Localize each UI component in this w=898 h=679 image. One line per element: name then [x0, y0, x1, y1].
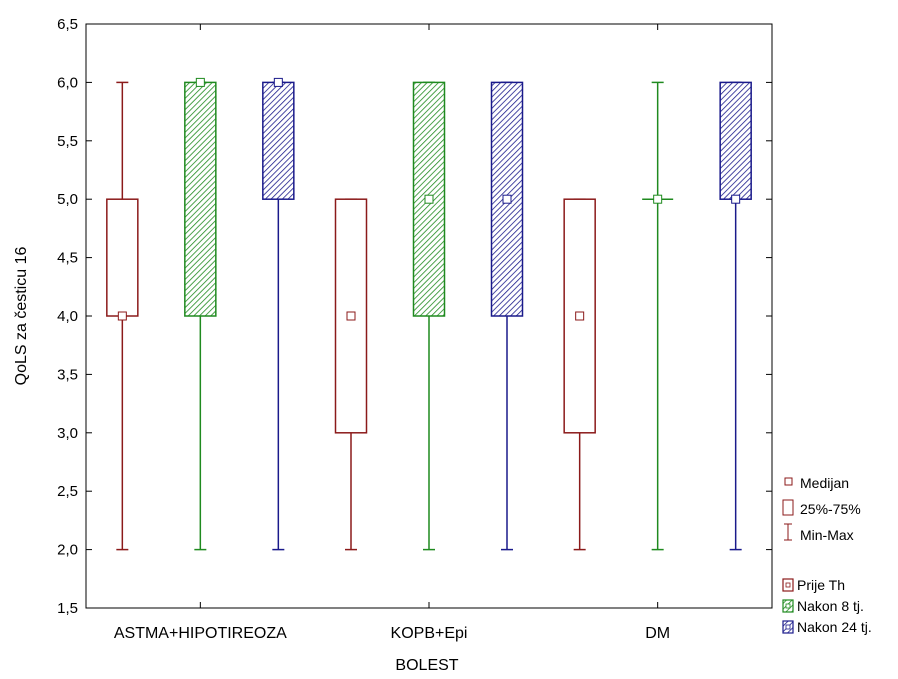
y-tick-label: 6,0	[57, 74, 78, 91]
box-nakon-24-tj-	[490, 81, 524, 551]
median-marker	[424, 194, 434, 204]
y-tick-label: 5,5	[57, 133, 78, 150]
y-axis: 1,5 2,0 2,5 3,0 3,5 4,0 4,5 5,0 5,5 6,0 6,5	[57, 16, 772, 617]
median-marker	[195, 77, 205, 87]
y-tick-label: 3,5	[57, 366, 78, 383]
legend: Medijan 25%-75% Min-Max Prije Th Nakon 8 tj.…	[782, 475, 872, 635]
legend-series-median	[785, 624, 791, 630]
iqr-box	[262, 81, 295, 200]
y-axis-label: QoLS za česticu 16	[13, 247, 30, 386]
median-marker	[346, 311, 356, 321]
legend-series-median	[785, 603, 791, 609]
box-nakon-24-tj-	[262, 77, 295, 551]
box-prije-th	[334, 198, 368, 551]
y-tick-label: 4,5	[57, 250, 78, 267]
median-marker	[575, 311, 585, 321]
iqr-box	[184, 81, 217, 317]
x-tick-label: KOPB+Epi	[391, 625, 468, 642]
median-marker	[653, 194, 663, 204]
x-axis-label: BOLEST	[395, 657, 458, 674]
legend-label: Min-Max	[800, 527, 854, 543]
y-tick-label: 4,0	[57, 308, 78, 325]
y-tick-label: 2,0	[57, 542, 78, 559]
legend-box-icon	[782, 499, 794, 516]
legend-label: Medijan	[800, 475, 849, 491]
legend-series-label: Prije Th	[797, 577, 845, 593]
box-nakon-8-tj-	[412, 81, 446, 551]
y-tick-label: 2,5	[57, 483, 78, 500]
y-tick-label: 3,0	[57, 425, 78, 442]
box-prije-th	[563, 198, 596, 551]
legend-series-label: Nakon 8 tj.	[797, 598, 864, 614]
median-marker	[117, 311, 127, 321]
box-nakon-8-tj-	[642, 81, 674, 551]
box-nakon-8-tj-	[184, 77, 217, 551]
legend-median-icon	[784, 477, 793, 486]
iqr-box	[563, 198, 596, 434]
x-axis: ASTMA+HIPOTIREOZA KOPB+Epi DM	[114, 24, 670, 642]
x-tick-label: DM	[645, 625, 670, 642]
legend-label: 25%-75%	[800, 501, 861, 517]
y-tick-label: 6,5	[57, 16, 78, 33]
y-tick-label: 5,0	[57, 191, 78, 208]
median-marker	[502, 194, 512, 204]
legend-series-median	[785, 582, 791, 588]
box-series-group	[106, 77, 752, 551]
box-nakon-24-tj-	[719, 81, 752, 551]
median-marker	[273, 77, 283, 87]
box-prije-th	[106, 81, 139, 551]
iqr-box	[106, 198, 139, 317]
median-marker	[731, 194, 741, 204]
x-tick-label: ASTMA+HIPOTIREOZA	[114, 625, 287, 642]
y-tick-label: 1,5	[57, 600, 78, 617]
iqr-box	[719, 81, 752, 200]
legend-series-label: Nakon 24 tj.	[797, 619, 872, 635]
